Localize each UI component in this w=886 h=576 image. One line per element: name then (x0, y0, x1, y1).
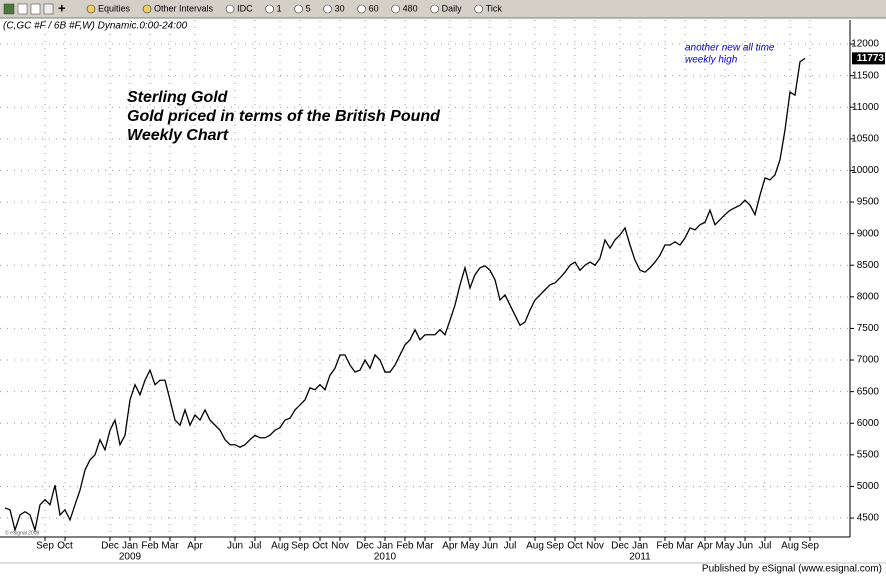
year-label: 2009 (119, 552, 142, 563)
icon[interactable] (3, 3, 15, 15)
last-price-label: 11773 (857, 53, 885, 64)
x-tick-label: Dec (101, 541, 119, 552)
toolbar-icon (391, 4, 400, 14)
x-tick-label: Jun (737, 541, 753, 552)
y-tick-label: 6500 (857, 386, 880, 397)
toolbar-icon (294, 4, 303, 14)
footer: Published by eSignal (www.esignal.com) (702, 564, 882, 575)
x-tick-label: Jan (632, 541, 648, 552)
y-tick-label: 7500 (857, 323, 880, 334)
toolbar-item[interactable]: 480 (403, 3, 418, 13)
x-tick-label: Jun (482, 541, 498, 552)
x-tick-label: Aug (271, 541, 289, 552)
year-label: 2011 (629, 552, 651, 563)
x-tick-label: Feb (656, 541, 674, 552)
x-tick-label: Sep (801, 541, 819, 552)
chart-title: Sterling Gold (127, 89, 229, 106)
toolbar-icon (225, 4, 235, 14)
icon[interactable] (17, 3, 28, 15)
y-tick-label: 9500 (857, 197, 880, 208)
toolbar-icon (430, 4, 439, 14)
x-tick-label: Dec (356, 541, 374, 552)
annotation: another new all time (685, 43, 775, 54)
x-tick-label: Jan (122, 541, 138, 552)
toolbar-icon (86, 4, 96, 14)
toolbar-icon (323, 4, 332, 14)
y-tick-label: 5000 (857, 481, 880, 492)
y-tick-label: 10000 (851, 165, 879, 176)
plot: 4500 5000 5500 6000 6500 7000 7500 8000 8500 9000… (0, 20, 885, 563)
y-tick-label: 7000 (857, 355, 880, 366)
x-tick-label: Oct (57, 541, 73, 552)
y-tick-label: 11500 (852, 70, 880, 81)
toolbar-item[interactable]: 30 (335, 3, 345, 13)
x-tick-label: Jan (377, 541, 393, 552)
x-tick-label: Oct (312, 541, 328, 552)
x-tick-label: Feb (396, 541, 414, 552)
annotation: weekly high (685, 55, 738, 66)
x-tick-label: Nov (586, 541, 604, 552)
toolbar-item[interactable]: 60 (369, 3, 379, 13)
x-tick-label: Mar (676, 541, 694, 552)
x-tick-label: Aug (781, 541, 799, 552)
chart-title: Gold priced in terms of the British Poun… (127, 108, 441, 125)
toolbar-item[interactable]: Daily (442, 3, 463, 13)
toolbar-item[interactable]: Other Intervals (154, 3, 214, 13)
y-tick-label: 12000 (851, 39, 879, 50)
x-tick-label: Mar (161, 541, 179, 552)
toolbar-icon (265, 4, 274, 14)
year-label: 2010 (374, 552, 397, 563)
toolbar-item[interactable]: Tick (486, 3, 503, 13)
x-tick-label: Jul (759, 541, 772, 552)
icon[interactable] (43, 3, 54, 15)
x-tick-label: Jul (504, 541, 517, 552)
icon[interactable]: + (58, 0, 66, 15)
last-price-box (852, 52, 885, 65)
x-tick-label: Aug (526, 541, 544, 552)
x-tick-label: Apr (187, 541, 203, 552)
toolbar-icons: + (3, 0, 66, 15)
x-tick-label: Nov (331, 541, 349, 552)
x-tick-label: May (716, 541, 735, 552)
price-line (4, 57, 806, 533)
y-tick-label: 10500 (851, 133, 879, 144)
y-tick-label: 9000 (857, 228, 880, 239)
toolbar-items: Equities Other Intervals IDC 1 5 30 60 480 Daily… (86, 3, 503, 14)
y-tick-label: 5500 (857, 449, 880, 460)
toolbar-icon (142, 4, 152, 14)
x-tick-label: Sep (36, 541, 54, 552)
y-tick-label: 8500 (857, 260, 880, 271)
icon[interactable] (30, 3, 41, 15)
toolbar-item[interactable]: 5 (306, 3, 311, 13)
x-tick-label: Sep (291, 541, 309, 552)
toolbar-item[interactable]: 1 (277, 3, 282, 13)
chart-title: Weekly Chart (127, 127, 229, 144)
y-tick-label: 4500 (857, 513, 880, 524)
x-tick-label: Sep (546, 541, 564, 552)
copyright: © eSignal 2009 (5, 529, 39, 536)
x-tick-label: Jun (227, 541, 243, 552)
x-tick-label: Oct (567, 541, 583, 552)
x-tick-label: Feb (141, 541, 159, 552)
chart-header: (C,GC #F / 6B #F,W) Dynamic.0:00-24:00 (3, 21, 188, 32)
x-tick-label: Dec (611, 541, 629, 552)
y-tick-label: 11000 (852, 102, 880, 113)
x-tick-label: Apr (697, 541, 713, 552)
y-tick-label: 6000 (857, 418, 880, 429)
toolbar-item[interactable]: Equities (98, 3, 131, 13)
x-tick-label: Jul (249, 541, 262, 552)
y-tick-label: 8000 (857, 291, 880, 302)
toolbar-icon (357, 4, 366, 14)
toolbar (0, 0, 886, 18)
toolbar-icon (474, 4, 483, 14)
toolbar-item[interactable]: IDC (237, 3, 253, 13)
x-tick-label: Mar (416, 541, 434, 552)
x-tick-label: Apr (442, 541, 458, 552)
x-tick-label: May (461, 541, 480, 552)
